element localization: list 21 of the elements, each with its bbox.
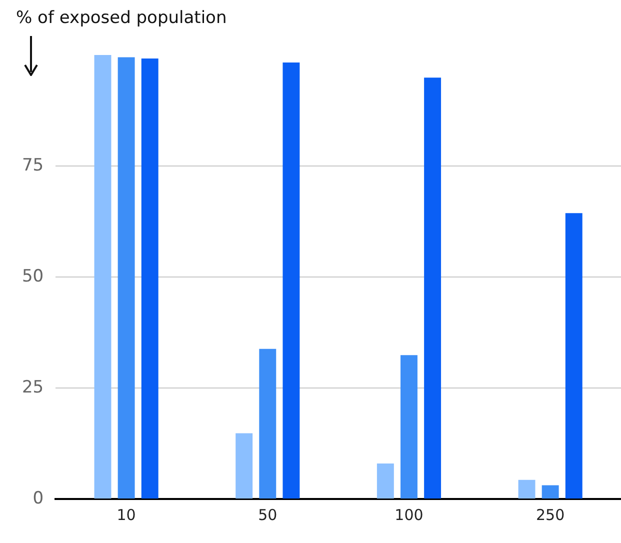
bar [400, 355, 418, 498]
bar [282, 62, 300, 498]
x-tick-label: 10 [116, 506, 136, 524]
x-tick-label: 100 [394, 506, 424, 524]
bar [236, 433, 253, 498]
y-tick-label: 50 [22, 266, 44, 286]
y-tick-label: 75 [22, 155, 44, 176]
x-tick-label: 50 [258, 506, 278, 524]
bar [542, 485, 559, 498]
bar [565, 213, 582, 498]
bar [141, 58, 158, 498]
bar [94, 55, 112, 498]
bar [518, 480, 536, 498]
y-axis-title: % of exposed population [16, 8, 227, 28]
y-tick-label: 0 [32, 488, 44, 508]
bar [259, 348, 276, 498]
bar [118, 57, 135, 498]
x-tick-label: 250 [536, 506, 565, 524]
y-tick-label: 25 [22, 377, 44, 398]
bar [424, 78, 442, 498]
bar [376, 463, 394, 498]
